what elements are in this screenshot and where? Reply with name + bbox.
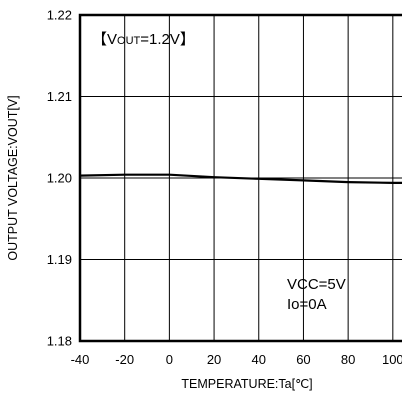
x-tick-label: 60 (296, 352, 310, 367)
x-tick-label: 40 (252, 352, 266, 367)
y-tick-labels: 1.18 1.19 1.20 1.21 1.22 (47, 8, 72, 349)
series-line (79, 173, 402, 184)
title-box-annotation: 【VOUT=1.2V】 (92, 31, 195, 48)
y-tick-label: 1.21 (47, 89, 72, 104)
title-v-subscript: OUT (117, 35, 141, 47)
x-tick-label: 0 (166, 352, 173, 367)
title-open-bracket: 【 (92, 31, 107, 48)
y-tick-label: 1.20 (47, 171, 72, 186)
y-tick-label: 1.18 (47, 334, 72, 349)
condition-vcc: VCC=5V (287, 276, 346, 293)
title-close-bracket: 】 (180, 31, 195, 48)
plot-frame (78, 13, 402, 343)
x-tick-label: 80 (341, 352, 355, 367)
x-tick-label: -40 (71, 352, 90, 367)
y-tick-label: 1.22 (47, 8, 72, 23)
x-tick-labels: -40 -20 0 20 40 60 80 100 (71, 352, 402, 367)
x-tick-label: 100 (382, 352, 402, 367)
title-equals: =1.2V (140, 31, 180, 48)
x-tick-label: 20 (207, 352, 221, 367)
y-tick-label: 1.19 (47, 252, 72, 267)
x-axis-title: TEMPERATURE:Ta[℃] (181, 377, 312, 391)
series-group (79, 173, 402, 184)
y-axis-title: OUTPUT VOLTAGE:VOUT[V] (6, 95, 20, 260)
x-tick-label: -20 (115, 352, 134, 367)
condition-io: Io=0A (287, 296, 327, 313)
title-v-main: V (107, 31, 117, 48)
